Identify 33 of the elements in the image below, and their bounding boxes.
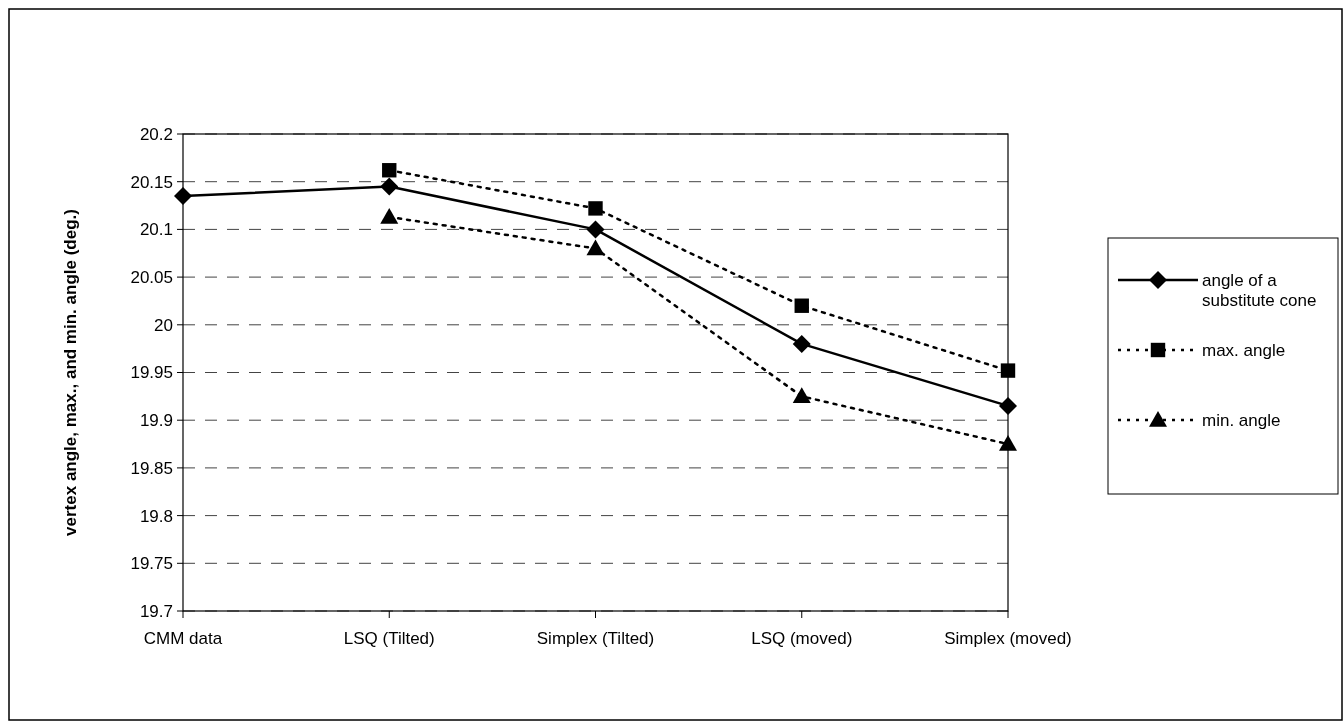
y-tick-label: 19.9 [139, 411, 173, 431]
point [999, 396, 1017, 415]
point [1000, 363, 1016, 378]
point [792, 387, 811, 404]
y-tick-label: 20.2 [139, 124, 173, 144]
legend-label: angle of a substitute cone [1202, 270, 1317, 311]
y-tick-label: 19.7 [139, 601, 173, 621]
point [586, 220, 605, 239]
point [586, 239, 605, 256]
y-tick-label: 19.75 [130, 554, 173, 574]
point [382, 163, 397, 178]
legend-label: min. angle [1202, 410, 1281, 430]
y-tick-label: 19.95 [130, 363, 173, 383]
point [794, 298, 809, 313]
point [380, 177, 399, 196]
x-tick-label: Simplex (moved) [944, 629, 1072, 648]
x-tick-label: CMM data [143, 629, 223, 648]
y-tick-label: 19.8 [139, 506, 173, 526]
x-tick-label: LSQ (Tilted) [343, 629, 435, 648]
legend-label: max. angle [1202, 340, 1286, 360]
x-tick-label: LSQ (moved) [751, 629, 853, 648]
y-tick-label: 20.15 [130, 172, 173, 192]
x-tick-label: Simplex (Tilted) [536, 629, 655, 648]
y-tick-label: 20 [154, 315, 173, 335]
y-tick-label: 19.85 [130, 458, 173, 478]
y-tick-label: 20.05 [130, 268, 173, 288]
y-tick-label: 20.1 [139, 220, 173, 240]
y-axis-title: vertex angle, max., and min. angle (deg.) [61, 209, 80, 536]
point [792, 334, 811, 353]
point [999, 435, 1017, 451]
point [174, 187, 192, 206]
point [380, 208, 399, 224]
point [588, 201, 603, 216]
